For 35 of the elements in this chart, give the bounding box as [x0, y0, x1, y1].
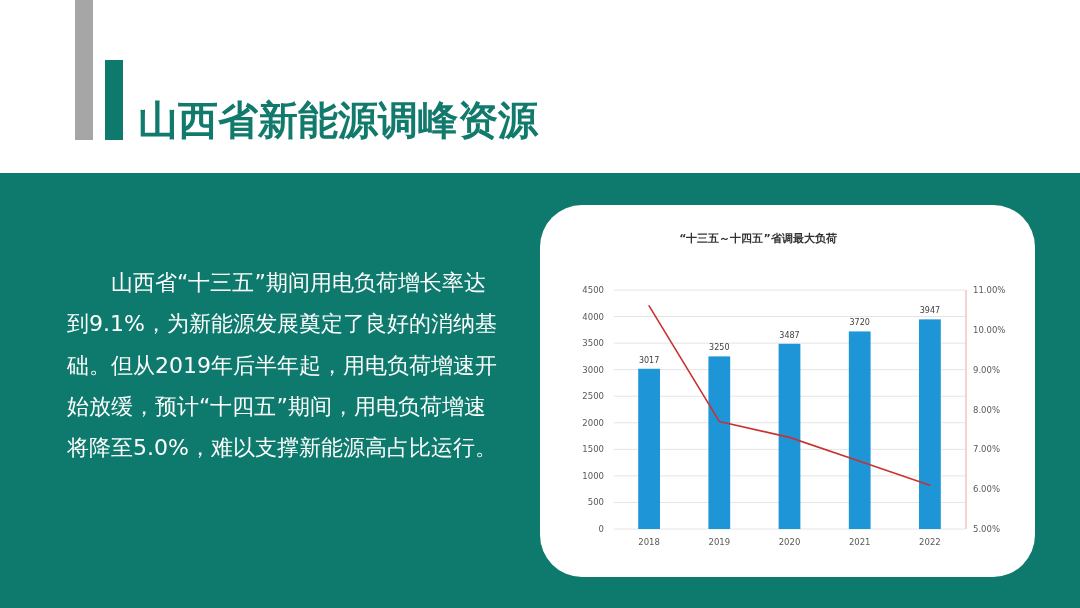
- data-label: 3947: [919, 306, 941, 316]
- text: 山西省“十三五”期间用电负荷增长率达到9.1%，为新能源发展奠定了良好的消纳基础。但从2019年后半年起，用电负荷增速开始放缓，预计“十四五”期间，用电负荷增速将降至5.0%，难以支撑新能源高占比运行。: [67, 269, 497, 463]
- y2-tick-label: 8.00%: [973, 404, 1001, 415]
- data-label: 3250: [709, 343, 730, 353]
- y-tick-label: 500: [587, 497, 604, 508]
- y-tick-label: 2000: [582, 417, 604, 428]
- y2-tick-label: 11.00%: [973, 285, 1006, 295]
- data-label: 3017: [638, 355, 660, 365]
- bar: [778, 343, 801, 529]
- y-tick-label: 3500: [582, 338, 604, 349]
- y2-tick-label: 6.00%: [973, 484, 1001, 495]
- y-tick-label: 1000: [582, 470, 604, 481]
- bar: [848, 331, 871, 529]
- x-tick-label: 2018: [638, 537, 660, 547]
- x-tick-label: 2021: [848, 537, 871, 547]
- x-tick-label: 2020: [778, 537, 801, 547]
- y-tick-label: 4500: [582, 285, 604, 295]
- y2-tick-label: 9.00%: [973, 364, 1001, 375]
- bar: [708, 356, 731, 529]
- bar: [638, 368, 660, 529]
- chart-title: “十三五～十四五”省调最大负荷: [679, 232, 837, 245]
- bar: [919, 319, 941, 529]
- data-label: 3487: [779, 330, 800, 340]
- x-tick-label: 2022: [919, 537, 941, 547]
- y-tick-label: 3000: [582, 364, 604, 375]
- y2-tick-label: 5.00%: [973, 524, 1001, 534]
- y-tick-label: 0: [598, 524, 604, 534]
- data-label: 3720: [849, 318, 870, 328]
- y-tick-label: 2500: [582, 391, 604, 402]
- text: 山西省新能源调峰资源: [138, 97, 539, 143]
- x-tick-label: 2019: [708, 537, 731, 547]
- y-tick-label: 1500: [582, 444, 604, 455]
- y2-tick-label: 10.00%: [973, 324, 1006, 335]
- y-tick-label: 4000: [582, 311, 604, 322]
- y2-tick-label: 7.00%: [973, 444, 1001, 455]
